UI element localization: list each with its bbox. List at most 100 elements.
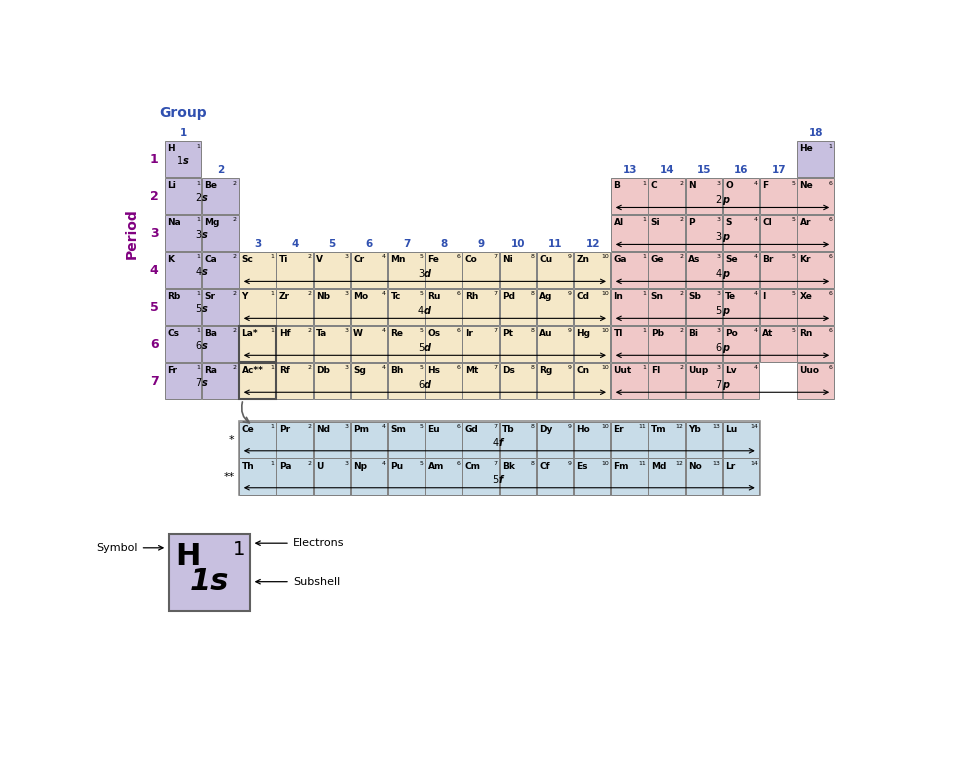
Text: La*: La* <box>241 329 258 338</box>
Text: 1: 1 <box>270 328 274 334</box>
Text: s: s <box>201 193 207 203</box>
Text: Np: Np <box>353 461 366 470</box>
Bar <box>202 178 238 214</box>
Text: 1: 1 <box>195 291 199 296</box>
Bar <box>314 289 350 325</box>
Text: 5: 5 <box>790 181 794 185</box>
Text: 10: 10 <box>601 366 609 370</box>
Text: 2: 2 <box>233 328 236 334</box>
Bar <box>611 289 647 325</box>
Text: 14: 14 <box>659 165 674 175</box>
Text: Ac**: Ac** <box>241 366 263 375</box>
Text: 14: 14 <box>749 424 757 429</box>
Bar <box>499 363 535 399</box>
Text: Mg: Mg <box>204 218 220 227</box>
Text: 6: 6 <box>828 328 831 334</box>
Text: Au: Au <box>538 329 552 338</box>
Text: 1: 1 <box>642 181 646 185</box>
Text: 7: 7 <box>492 255 497 259</box>
Bar <box>648 289 684 325</box>
Bar <box>165 289 201 325</box>
Bar <box>425 326 461 363</box>
Text: 8: 8 <box>440 239 447 249</box>
Text: 8: 8 <box>531 328 534 334</box>
Text: Ge: Ge <box>650 255 663 264</box>
Text: Sm: Sm <box>390 425 405 434</box>
Bar <box>425 363 461 399</box>
Bar <box>499 326 535 363</box>
Text: 1: 1 <box>270 366 274 370</box>
Text: 7: 7 <box>492 328 497 334</box>
Text: Sb: Sb <box>687 292 701 301</box>
Text: Ir: Ir <box>464 329 472 338</box>
Text: 4: 4 <box>381 328 385 334</box>
Text: Re: Re <box>390 329 403 338</box>
Bar <box>796 289 832 325</box>
Text: Yb: Yb <box>687 425 701 434</box>
Text: Uuo: Uuo <box>799 366 819 375</box>
Text: Ne: Ne <box>799 182 813 190</box>
Text: Tc: Tc <box>390 292 401 301</box>
Bar <box>238 421 759 496</box>
Bar <box>685 215 721 252</box>
Text: 2: 2 <box>233 181 236 185</box>
Bar <box>239 326 276 363</box>
Text: Ru: Ru <box>427 292 441 301</box>
Text: Br: Br <box>762 255 773 264</box>
Text: 2: 2 <box>307 255 311 259</box>
Text: 1: 1 <box>828 144 831 148</box>
Text: Tm: Tm <box>650 425 665 434</box>
Bar <box>165 141 201 177</box>
Text: Pb: Pb <box>650 329 663 338</box>
Text: d: d <box>424 306 431 316</box>
Bar <box>796 363 832 399</box>
Text: Am: Am <box>427 461 444 470</box>
Text: Ba: Ba <box>204 329 217 338</box>
Text: O: O <box>725 182 732 190</box>
Text: 1: 1 <box>270 461 274 466</box>
Text: 7: 7 <box>149 375 158 388</box>
Text: Cr: Cr <box>353 255 364 264</box>
Text: 4: 4 <box>381 255 385 259</box>
Text: Th: Th <box>241 461 254 470</box>
Text: d: d <box>424 380 431 390</box>
Text: s: s <box>201 304 207 314</box>
Bar <box>722 326 758 363</box>
Text: Ag: Ag <box>538 292 552 301</box>
Bar <box>648 422 684 458</box>
Text: 4: 4 <box>195 268 201 277</box>
Text: 9: 9 <box>477 239 485 249</box>
Text: 4: 4 <box>381 366 385 370</box>
Text: 1: 1 <box>270 291 274 296</box>
Text: s: s <box>201 341 207 351</box>
Text: Se: Se <box>725 255 737 264</box>
Bar <box>685 422 721 458</box>
Bar <box>796 326 832 363</box>
Text: Be: Be <box>204 182 217 190</box>
Text: 3: 3 <box>716 181 720 185</box>
Text: 4: 4 <box>753 181 757 185</box>
Bar <box>573 252 610 288</box>
Text: 5: 5 <box>419 366 422 370</box>
Text: 5: 5 <box>790 328 794 334</box>
Text: 2: 2 <box>679 328 683 334</box>
Text: 6: 6 <box>828 217 831 223</box>
Bar <box>425 252 461 288</box>
Text: Bk: Bk <box>501 461 514 470</box>
Text: 4: 4 <box>381 424 385 429</box>
Text: 5: 5 <box>419 461 422 466</box>
Text: 8: 8 <box>531 424 534 429</box>
Bar <box>351 363 387 399</box>
Text: 6: 6 <box>828 255 831 259</box>
Bar <box>239 363 276 399</box>
Text: 2: 2 <box>307 424 311 429</box>
Text: Rh: Rh <box>464 292 478 301</box>
Text: 7: 7 <box>492 366 497 370</box>
Bar <box>388 252 424 288</box>
Text: 3: 3 <box>344 291 348 296</box>
Text: 3: 3 <box>417 269 424 279</box>
Text: 2: 2 <box>679 291 683 296</box>
Text: 7: 7 <box>715 380 721 390</box>
Text: 2: 2 <box>233 366 236 370</box>
Bar <box>314 458 350 495</box>
